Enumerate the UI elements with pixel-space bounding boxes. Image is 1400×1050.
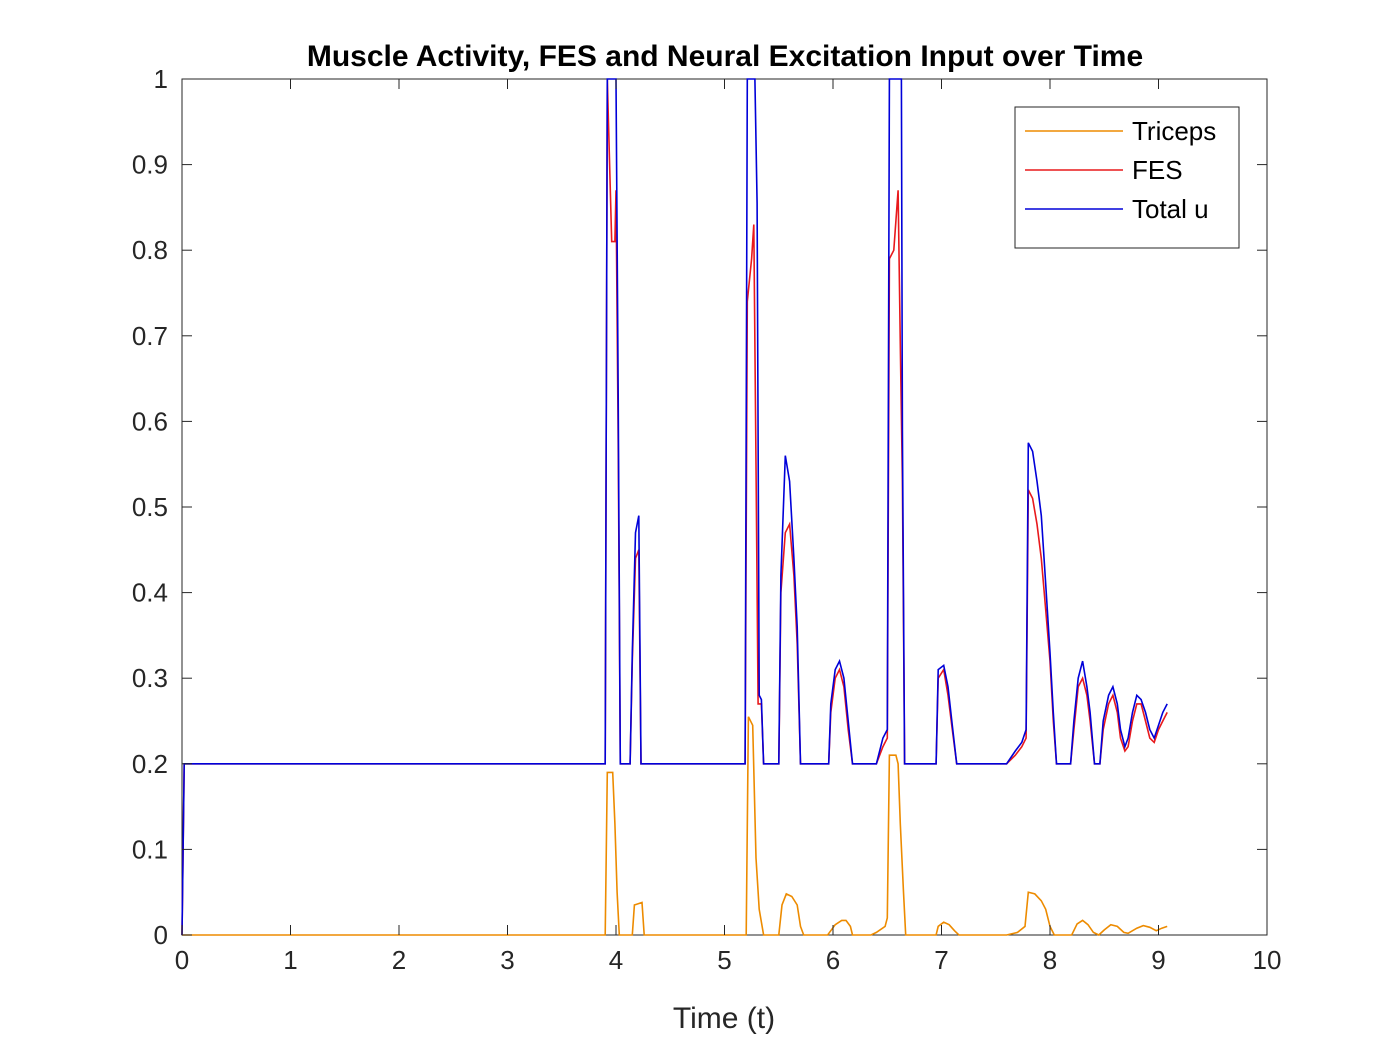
x-tick-label: 0 xyxy=(175,945,189,975)
series-line-total-u xyxy=(181,78,1168,936)
x-tick-label: 8 xyxy=(1043,945,1057,975)
x-tick-label: 9 xyxy=(1151,945,1165,975)
y-tick-label: 0.5 xyxy=(132,492,168,522)
x-tick-label: 10 xyxy=(1253,945,1282,975)
y-tick-label: 0.9 xyxy=(132,150,168,180)
legend-label-fes: FES xyxy=(1132,155,1183,185)
x-tick-label: 1 xyxy=(283,945,297,975)
ticks-layer: 0 1 2 3 4 5 6 7 8 9 10 0 0.1 0.2 0.3 0.4 0.5 0.6 0.7 0.8 0.9… xyxy=(132,64,1282,975)
y-tick-label: 0.4 xyxy=(132,578,168,608)
y-tick-label: 1 xyxy=(154,64,168,94)
y-tick-label: 0.7 xyxy=(132,321,168,351)
chart-title: Muscle Activity, FES and Neural Excitati… xyxy=(307,40,1143,73)
legend-label-triceps: Triceps xyxy=(1132,116,1216,146)
legend: Triceps FES Total u xyxy=(1014,106,1240,249)
x-tick-label: 7 xyxy=(934,945,948,975)
legend-label-total-u: Total u xyxy=(1132,194,1209,224)
y-tick-label: 0.2 xyxy=(132,749,168,779)
x-axis-label: Time (t) xyxy=(673,1002,775,1035)
x-tick-label: 2 xyxy=(392,945,406,975)
series-line-triceps xyxy=(182,716,1168,936)
x-tick-label: 3 xyxy=(500,945,514,975)
y-tick-label: 0 xyxy=(154,920,168,950)
x-tick-label: 4 xyxy=(609,945,623,975)
series-layer xyxy=(181,78,1168,936)
x-tick-label: 5 xyxy=(717,945,731,975)
y-tick-label: 0.8 xyxy=(132,235,168,265)
y-tick-label: 0.6 xyxy=(132,406,168,436)
y-tick-label: 0.3 xyxy=(132,663,168,693)
y-tick-label: 0.1 xyxy=(132,834,168,864)
x-tick-label: 6 xyxy=(826,945,840,975)
